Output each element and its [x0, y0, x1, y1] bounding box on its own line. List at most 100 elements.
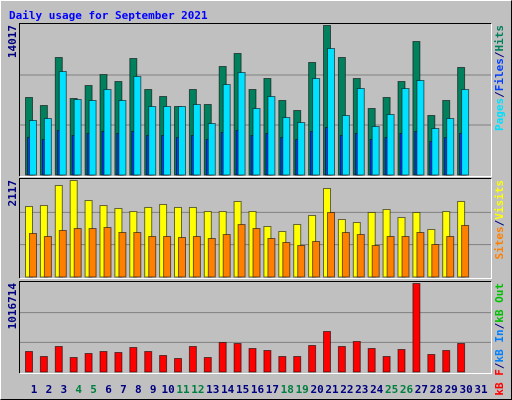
x-tick-label: 14 [221, 383, 235, 396]
x-tick-label: 23 [355, 383, 368, 396]
bar [397, 348, 406, 373]
bar [39, 355, 48, 373]
bar [159, 354, 168, 373]
bar [431, 127, 440, 176]
legend-separator: / [493, 362, 506, 369]
legend-separator: / [493, 322, 506, 329]
bar [356, 87, 365, 176]
y-tick-label: 14017 [6, 25, 19, 58]
bar [163, 105, 172, 176]
bar [54, 345, 63, 373]
bar [312, 77, 321, 176]
bar [371, 125, 380, 176]
bar [192, 103, 201, 176]
bar [133, 75, 142, 176]
bar [446, 117, 455, 176]
legend: kB F/kB In/kB Out [493, 283, 506, 396]
bar [308, 344, 317, 373]
x-tick-label: 8 [135, 383, 142, 396]
bar [252, 107, 261, 176]
bar [282, 241, 291, 278]
panel-frame-dark [19, 178, 492, 279]
bar [25, 350, 33, 373]
x-tick-label: 6 [105, 383, 112, 396]
bar [427, 353, 436, 373]
x-tick-label: 5 [90, 383, 97, 396]
bar [118, 99, 127, 176]
panel-frame-dark [19, 23, 492, 177]
x-tick-label: 18 [281, 383, 294, 396]
bar [73, 228, 82, 278]
bar [43, 117, 52, 176]
legend-separator: / [493, 219, 506, 226]
bar [207, 238, 216, 278]
legend: Pages/Files/Hits [493, 25, 506, 131]
bar [356, 234, 365, 278]
legend-entry: kB F [493, 369, 506, 396]
bar [188, 345, 197, 373]
bar [263, 349, 272, 373]
bar [382, 355, 391, 373]
bar [282, 116, 291, 176]
x-tick-label: 28 [430, 383, 443, 396]
bar [129, 346, 138, 373]
x-tick-label: 21 [325, 383, 339, 396]
bar [371, 245, 380, 278]
bar [88, 99, 97, 176]
chart-title: Daily usage for September 2021 [9, 9, 208, 22]
bar [99, 350, 108, 373]
bar [312, 240, 321, 278]
panel-frame-light [19, 281, 492, 374]
bar [174, 357, 182, 373]
bar [43, 235, 52, 278]
bar [416, 232, 425, 278]
bar [233, 342, 242, 373]
bar [341, 232, 350, 278]
x-tick-label: 3 [60, 383, 67, 396]
x-tick-label: 9 [150, 383, 157, 396]
y-tick-label: 1016714 [6, 283, 19, 330]
bar [327, 47, 335, 176]
x-tick-label: 27 [415, 383, 428, 396]
bar [327, 212, 335, 278]
bar [103, 227, 112, 278]
bar [192, 235, 201, 278]
x-tick-label: 13 [206, 383, 219, 396]
bar [178, 105, 186, 176]
legend-entry: Visits [493, 180, 506, 220]
bar [118, 232, 127, 278]
bar [222, 234, 231, 278]
legend-entry: Files [493, 58, 506, 91]
x-tick-label: 24 [370, 383, 384, 396]
x-tick-label: 25 [385, 383, 398, 396]
legend-entry: Hits [493, 25, 506, 52]
bar [88, 228, 97, 278]
bar [401, 87, 410, 176]
bar [29, 233, 37, 278]
bar [29, 119, 37, 176]
bar [386, 114, 395, 176]
bar [222, 83, 231, 176]
legend-separator: / [493, 51, 506, 58]
panel-frame-dark [19, 281, 492, 374]
bar [386, 235, 395, 278]
bar [293, 355, 302, 373]
bar [416, 79, 425, 176]
bar [323, 330, 331, 373]
x-tick-label: 26 [400, 383, 414, 396]
bar [237, 224, 246, 278]
bar [297, 245, 306, 278]
bar [401, 235, 410, 278]
bar [252, 228, 261, 278]
x-tick-label: 15 [236, 383, 249, 396]
x-tick-label: 22 [340, 383, 353, 396]
bar [248, 347, 257, 373]
x-tick-label: 10 [161, 383, 174, 396]
x-tick-label: 12 [191, 383, 204, 396]
bar [58, 229, 67, 278]
x-tick-label: 7 [120, 383, 127, 396]
panel-frame-light [19, 23, 492, 177]
x-tick-label: 29 [445, 383, 458, 396]
